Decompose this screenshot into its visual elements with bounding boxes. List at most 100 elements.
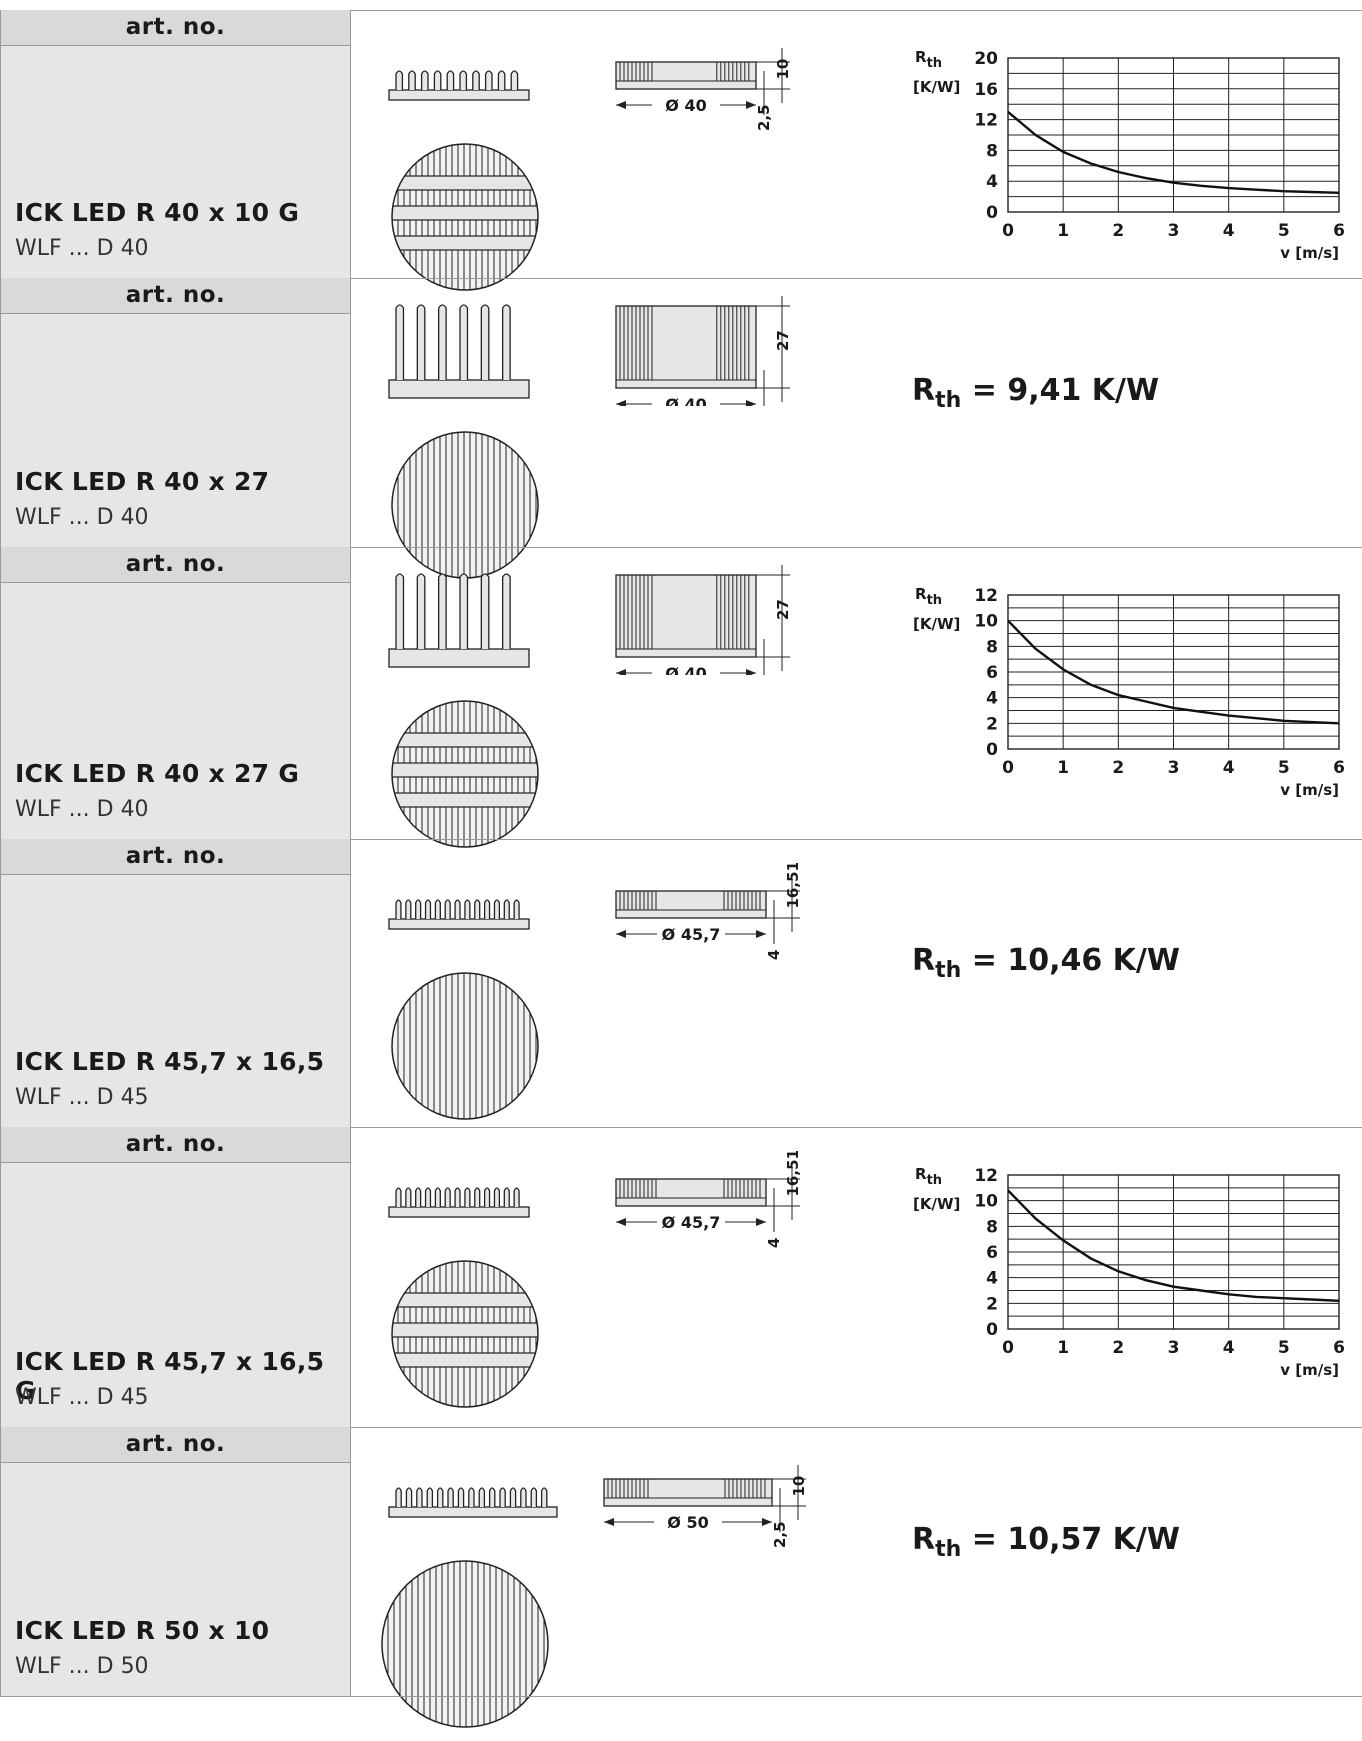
x-tick-label: 4	[1223, 758, 1235, 778]
product-row: art. no. ICK LED R 40 x 27 G WLF ... D 40 2…	[0, 547, 1362, 848]
y-tick-label: 10	[974, 612, 998, 632]
diameter-dimension: Ø 40	[665, 395, 706, 406]
rth-value: Rth = 10,57 K/W	[912, 1522, 1180, 1562]
base-dimension: 4	[765, 1238, 783, 1248]
rth-subscript: th	[935, 387, 962, 413]
rth-number: = 9,41 K/W	[961, 372, 1160, 408]
heatsink-top-view	[391, 431, 539, 579]
heatsink-section-view: 10 2,5 Ø 50	[603, 1465, 808, 1548]
y-tick-label: 4	[986, 172, 998, 192]
base-dimension: 4	[765, 950, 783, 960]
row-divider	[0, 547, 1362, 548]
base-dimension: 2,5	[755, 104, 773, 131]
height-dimension: 10	[774, 59, 792, 80]
row-divider	[0, 839, 1362, 840]
x-tick-label: 5	[1278, 221, 1290, 241]
product-name: ICK LED R 40 x 27 G	[15, 759, 300, 788]
y-axis-label: Rth	[915, 1165, 942, 1188]
x-tick-label: 0	[1002, 1338, 1014, 1358]
y-tick-label: 6	[986, 663, 998, 683]
rth-curve	[1007, 1189, 1340, 1302]
art-no-header: art. no.	[1, 1127, 350, 1163]
y-tick-label: 6	[986, 1243, 998, 1263]
rth-curve	[1007, 110, 1340, 194]
product-subtitle: WLF ... D 45	[15, 1385, 149, 1410]
x-tick-label: 4	[1223, 221, 1235, 241]
product-subtitle: WLF ... D 40	[15, 505, 149, 530]
art-no-header: art. no.	[1, 278, 350, 314]
row-divider	[0, 278, 1362, 279]
y-axis-unit: [K/W]	[913, 1195, 960, 1213]
product-name: ICK LED R 40 x 27	[15, 467, 270, 496]
y-tick-label: 8	[986, 1217, 998, 1237]
heatsink-section-view: 275Ø 40	[615, 292, 792, 430]
y-tick-label: 0	[986, 1320, 998, 1340]
rth-value: Rth = 9,41 K/W	[912, 372, 1160, 413]
y-axis-unit: [K/W]	[913, 615, 960, 633]
article-cell: art. no. ICK LED R 40 x 10 G WLF ... D 40	[0, 10, 351, 278]
y-axis-unit: [K/W]	[913, 78, 960, 96]
x-tick-label: 0	[1002, 221, 1014, 241]
heatsink-section-view: 16,51 4 Ø 45,7	[615, 861, 802, 960]
heatsink-side-view	[388, 899, 530, 930]
art-no-header: art. no.	[1, 839, 350, 875]
product-row: art. no. ICK LED R 50 x 10 WLF ... D 50 10 2…	[0, 1427, 1362, 1728]
row-divider	[0, 1427, 1362, 1428]
x-tick-label: 1	[1057, 221, 1069, 241]
rth-symbol: R	[912, 943, 936, 978]
article-cell: art. no. ICK LED R 45,7 x 16,5 WLF ... D 4…	[0, 839, 351, 1127]
heatsink-side-view	[388, 304, 530, 399]
rth-symbol: R	[912, 372, 936, 408]
heatsink-top-view	[381, 1560, 549, 1728]
x-tick-label: 2	[1112, 1338, 1124, 1358]
x-tick-label: 5	[1278, 1338, 1290, 1358]
height-dimension: 10	[790, 1476, 808, 1497]
rth-subscript: th	[935, 958, 962, 983]
product-subtitle: WLF ... D 40	[15, 236, 149, 261]
diameter-dimension: Ø 40	[665, 96, 706, 115]
article-cell: art. no. ICK LED R 50 x 10 WLF ... D 50	[0, 1427, 351, 1696]
y-tick-label: 10	[974, 1192, 998, 1212]
heatsink-side-view	[388, 70, 530, 101]
plot-frame	[1007, 594, 1340, 750]
y-tick-label: 12	[974, 1166, 998, 1186]
y-tick-label: 12	[974, 586, 998, 606]
diameter-dimension: Ø 45,7	[662, 925, 721, 944]
row-divider	[0, 1696, 1362, 1697]
y-tick-label: 12	[974, 111, 998, 131]
y-tick-label: 0	[986, 740, 998, 760]
y-tick-label: 8	[986, 637, 998, 657]
product-row: art. no. ICK LED R 45,7 x 16,5 G WLF ... D…	[0, 1127, 1362, 1427]
diameter-dimension: Ø 50	[667, 1513, 708, 1532]
heatsink-top-view	[391, 143, 539, 291]
x-tick-label: 5	[1278, 758, 1290, 778]
x-tick-label: 2	[1112, 221, 1124, 241]
art-no-header: art. no.	[1, 10, 350, 46]
y-axis-label: Rth	[915, 585, 942, 608]
x-axis-label: v [m/s]	[1280, 1361, 1339, 1379]
x-tick-label: 2	[1112, 758, 1124, 778]
rth-curve	[1007, 619, 1340, 725]
y-tick-label: 2	[986, 1294, 998, 1314]
plot-frame	[1007, 1174, 1340, 1330]
x-tick-label: 3	[1168, 1338, 1180, 1358]
article-cell: art. no. ICK LED R 40 x 27 WLF ... D 40	[0, 278, 351, 547]
rth-value: Rth = 10,46 K/W	[912, 943, 1180, 983]
heatsink-section-view: 10 2,5 Ø 40	[615, 48, 792, 131]
y-tick-label: 20	[974, 49, 998, 69]
heatsink-side-view	[388, 573, 530, 668]
heatsink-side-view	[388, 1187, 530, 1218]
x-tick-label: 6	[1333, 221, 1345, 241]
y-tick-label: 4	[986, 1269, 998, 1289]
heatsink-top-view	[391, 700, 539, 848]
rth-number: = 10,46 K/W	[961, 943, 1180, 978]
y-tick-label: 0	[986, 203, 998, 223]
heatsink-top-view	[391, 1260, 539, 1408]
height-dimension: 27	[774, 599, 792, 620]
product-name: ICK LED R 45,7 x 16,5	[15, 1047, 325, 1076]
product-subtitle: WLF ... D 40	[15, 797, 149, 822]
product-subtitle: WLF ... D 45	[15, 1085, 149, 1110]
product-row: art. no. ICK LED R 45,7 x 16,5 WLF ... D 4…	[0, 839, 1362, 1127]
